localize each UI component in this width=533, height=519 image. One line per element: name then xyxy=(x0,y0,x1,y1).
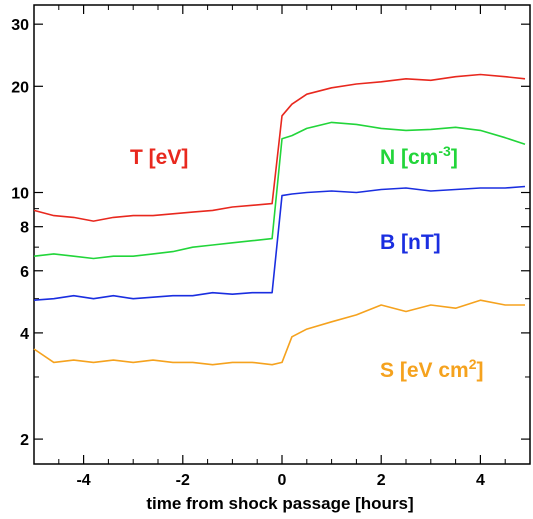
x-tick-label: 2 xyxy=(377,472,386,489)
series-label-0: T [eV] xyxy=(130,146,188,169)
series-line-1 xyxy=(33,121,526,260)
y-tick-label: 8 xyxy=(20,220,29,237)
x-tick-label: -4 xyxy=(76,472,90,489)
y-tick-label: 20 xyxy=(11,79,29,96)
y-tick-label: 2 xyxy=(20,432,29,449)
axis-ticks: 2 4 6 8 10 20 30 -4 -2 0 2 4 xyxy=(11,5,530,489)
series-label-2: B [nT] xyxy=(380,231,441,254)
x-axis-title: time from shock passage [hours] xyxy=(146,494,413,513)
series-line-2 xyxy=(33,185,526,301)
series-labels: T [eV] N [cm-3] B [nT] S [eV cm2] xyxy=(130,143,484,382)
series-label-3: S [eV cm2] xyxy=(380,356,484,382)
series-label-1: N [cm-3] xyxy=(380,143,458,169)
y-tick-label: 6 xyxy=(20,264,29,281)
x-tick-label: 4 xyxy=(476,472,485,489)
series-line-0 xyxy=(33,73,526,222)
x-tick-label: -2 xyxy=(176,472,190,489)
series-lines xyxy=(33,73,526,366)
plot-frame xyxy=(33,4,531,465)
y-tick-label: 30 xyxy=(11,17,29,34)
series-line-3 xyxy=(33,299,525,366)
y-tick-label: 4 xyxy=(20,326,29,343)
y-tick-label: 10 xyxy=(11,186,29,203)
x-tick-label: 0 xyxy=(278,472,287,489)
